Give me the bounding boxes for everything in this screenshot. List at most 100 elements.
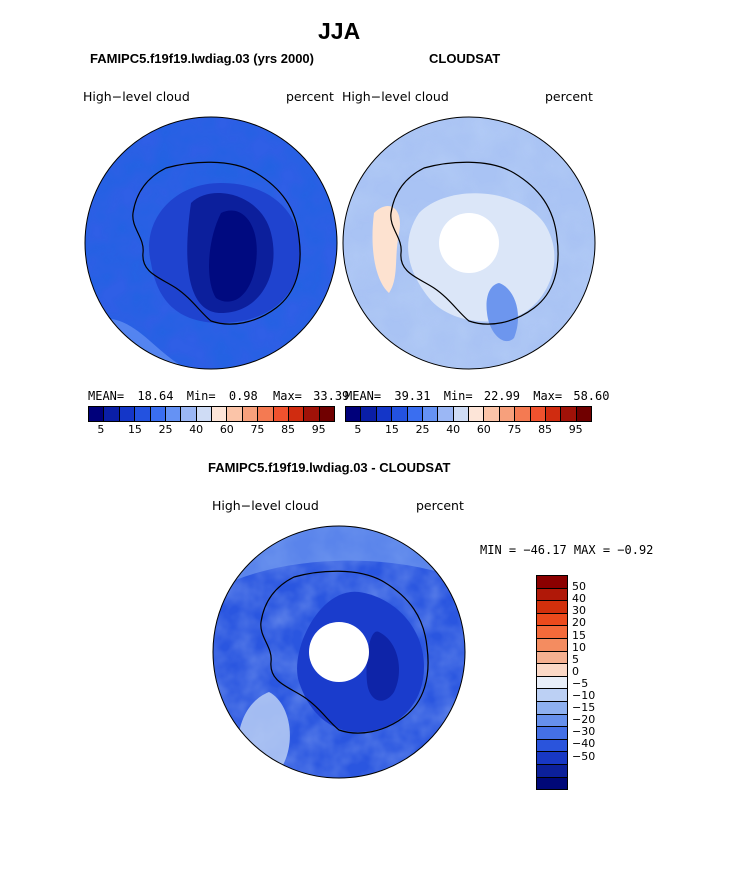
colorbar-swatch (499, 407, 516, 421)
colorbar-swatch (376, 407, 393, 421)
model-min-label: Min= (186, 389, 216, 403)
model-antarctica-outline (132, 161, 301, 325)
diff-antarctica-outline (260, 570, 429, 734)
obs-stats: MEAN= 39.31 Min= 22.99 Max= 58.60 (345, 389, 609, 403)
colorbar-tick-label: 5 (97, 423, 105, 436)
obs-min-label: Min= (443, 389, 473, 403)
colorbar-level-label: −50 (572, 749, 596, 763)
colorbar-level-label: 40 (572, 592, 586, 606)
colorbar-swatch (273, 407, 289, 421)
colorbar-swatch (319, 407, 334, 421)
colorbar-level-label: −5 (572, 676, 589, 690)
colorbar-swatch (537, 689, 567, 702)
colorbar-swatch (537, 764, 567, 778)
model-map-border (84, 116, 338, 370)
diff-units-label: percent (416, 498, 464, 513)
obs-mean-label: MEAN= (345, 389, 382, 403)
colorbar-tick-label: 40 (446, 423, 461, 436)
colorbar-level-label: 10 (572, 640, 586, 654)
colorbar-level-label: −30 (572, 725, 596, 739)
model-colorbar-ticks: 5 15 25 40 60 75 85 95 (88, 423, 333, 437)
colorbar-swatch (453, 407, 469, 421)
colorbar-swatch (392, 407, 408, 421)
model-mean-value: 18.64 (137, 389, 174, 403)
page-title: JJA (318, 18, 361, 44)
colorbar-swatch (537, 613, 567, 627)
colorbar-swatch (150, 407, 166, 421)
colorbar-swatch (537, 626, 567, 639)
colorbar-level-label: 20 (572, 616, 586, 630)
obs-polar-gap (439, 213, 499, 273)
colorbar-tick-label: 95 (568, 423, 583, 436)
colorbar-swatch (407, 407, 423, 421)
colorbar-swatch (165, 407, 182, 421)
colorbar-swatch (135, 407, 151, 421)
colorbar-swatch (422, 407, 439, 421)
colorbar-swatch (484, 407, 500, 421)
colorbar-level-label: 30 (572, 604, 586, 618)
colorbar-level-label: −15 (572, 701, 596, 715)
colorbar-swatch (545, 407, 562, 421)
colorbar-level-label: −10 (572, 689, 596, 702)
obs-panel-title: CLOUDSAT (429, 51, 501, 66)
colorbar-swatch (537, 714, 567, 728)
colorbar-swatch (530, 407, 546, 421)
colorbar-level-label: 50 (572, 580, 586, 594)
obs-min-value: 22.99 (483, 389, 520, 403)
colorbar-swatch (361, 407, 377, 421)
colorbar-swatch (346, 407, 362, 421)
colorbar-swatch (212, 407, 228, 421)
diff-polar-gap (309, 622, 369, 682)
colorbar-tick-label: 85 (281, 423, 296, 436)
colorbar-swatch (242, 407, 259, 421)
model-variable-label: High−level cloud (83, 89, 190, 104)
colorbar-level-label: −20 (572, 713, 596, 727)
colorbar-swatch (537, 752, 567, 765)
colorbar-swatch (469, 407, 485, 421)
colorbar-swatch (196, 407, 212, 421)
colorbar-swatch (258, 407, 274, 421)
model-colorbar (88, 406, 335, 422)
colorbar-tick-label: 75 (250, 423, 265, 436)
model-units-label: percent (286, 89, 334, 104)
colorbar-level-label: 15 (572, 628, 586, 642)
colorbar-swatch (537, 739, 567, 753)
colorbar-swatch (438, 407, 454, 421)
model-min-value: 0.98 (228, 389, 258, 403)
model-panel-title: FAMIPC5.f19f19.lwdiag.03 (yrs 2000) (90, 51, 314, 66)
model-mean-label: MEAN= (88, 389, 125, 403)
colorbar-tick-label: 75 (507, 423, 522, 436)
colorbar-tick-label: 15 (384, 423, 399, 436)
obs-colorbar (345, 406, 592, 422)
colorbar-swatch (537, 651, 567, 665)
obs-mean-value: 39.31 (394, 389, 431, 403)
obs-max-value: 58.60 (573, 389, 610, 403)
colorbar-swatch (181, 407, 197, 421)
diff-colorbar (536, 575, 568, 791)
colorbar-swatch (537, 777, 567, 790)
colorbar-level-label: 0 (572, 664, 579, 678)
colorbar-level-label: 5 (572, 652, 579, 666)
colorbar-swatch (537, 664, 567, 677)
colorbar-swatch (537, 576, 567, 589)
colorbar-swatch (515, 407, 531, 421)
model-max-label: Max= (273, 389, 302, 403)
colorbar-swatch (537, 638, 567, 652)
colorbar-tick-label: 95 (311, 423, 326, 436)
colorbar-tick-label: 25 (415, 423, 430, 436)
obs-polar-map (342, 116, 596, 370)
colorbar-swatch (561, 407, 577, 421)
colorbar-swatch (89, 407, 105, 421)
colorbar-tick-label: 60 (476, 423, 491, 436)
colorbar-level-label: −40 (572, 737, 596, 751)
colorbar-swatch (537, 727, 567, 740)
colorbar-swatch (119, 407, 136, 421)
obs-map-border (342, 116, 596, 370)
colorbar-swatch (304, 407, 320, 421)
model-polar-map (84, 116, 338, 370)
colorbar-tick-label: 25 (158, 423, 173, 436)
obs-variable-label: High−level cloud (342, 89, 449, 104)
model-stats: MEAN= 18.64 Min= 0.98 Max= 33.39 (88, 389, 349, 403)
colorbar-swatch (537, 588, 567, 602)
colorbar-swatch (537, 601, 567, 614)
